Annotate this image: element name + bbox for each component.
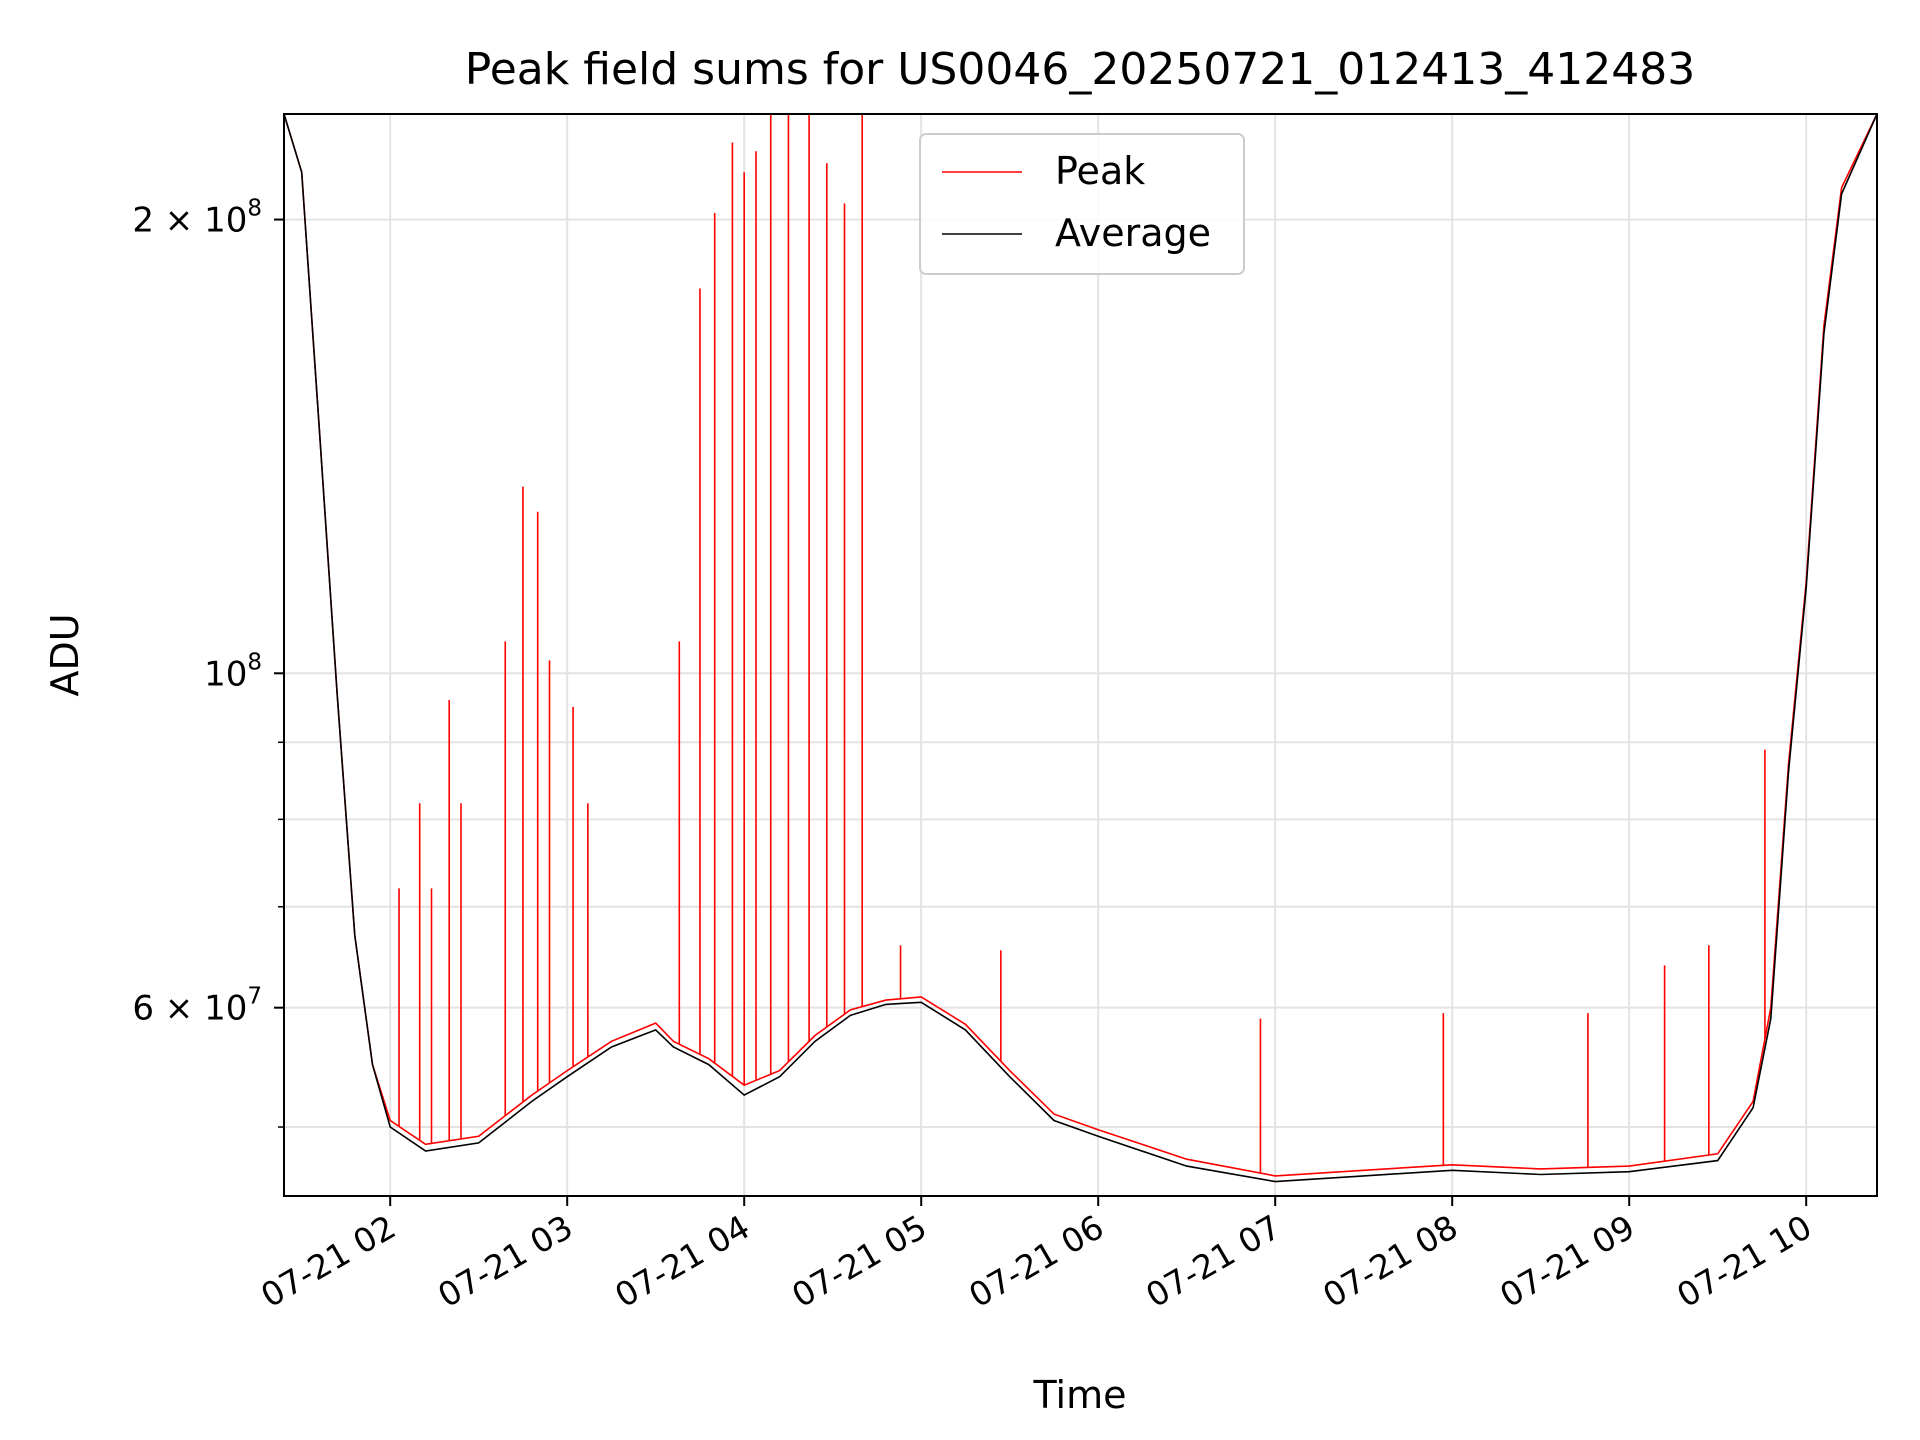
plot-frame: [283, 113, 1878, 1197]
y-axis-label: ADU: [43, 613, 87, 696]
legend-box: [919, 133, 1245, 275]
chart-title: Peak field sums for US0046_20250721_0124…: [465, 44, 1695, 95]
y-tick-label: 108: [204, 649, 262, 694]
average-series-line: [283, 113, 1878, 1183]
y-tick-label: 2 × 108: [132, 196, 262, 241]
legend-average-label: Average: [1055, 211, 1211, 255]
y-axis: 2 × 108 108 6 × 107: [132, 196, 284, 1128]
x-axis-label: Time: [1033, 1373, 1127, 1417]
peak-series-line: [283, 113, 1878, 1177]
y-tick-label: 6 × 107: [132, 984, 262, 1029]
legend-peak-label: Peak: [1055, 149, 1145, 193]
legend: Peak Average: [919, 133, 1245, 275]
series-layer: [283, 113, 1878, 1183]
